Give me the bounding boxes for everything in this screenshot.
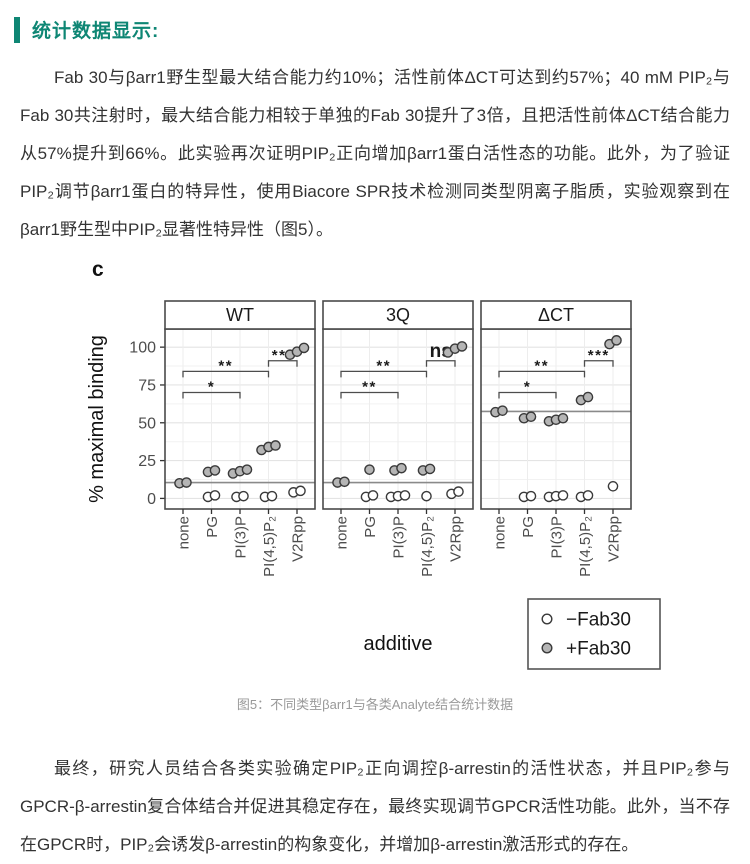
y-tick-label: 0 (147, 491, 156, 508)
data-point-minus_fab30 (399, 490, 411, 501)
intro-paragraph: Fab 30与βarr1野生型最大结合能力约10%；活性前体ΔCT可达到约57%… (20, 68, 730, 239)
data-point-minus_fab30 (453, 486, 464, 497)
data-point-minus_fab30 (238, 490, 249, 502)
significance-bracket (182, 391, 241, 399)
data-point-minus_fab30 (421, 490, 432, 502)
data-point-plus_fab30 (396, 462, 407, 474)
y-axis-label: % maximal binding (86, 335, 108, 503)
data-point-minus_fab30 (525, 490, 537, 502)
accent-bar (14, 16, 20, 43)
data-point-plus_fab30 (364, 464, 375, 475)
significance-label: ** (534, 357, 549, 374)
data-point-plus_fab30 (339, 476, 350, 488)
x-tick-label: V2Rpp (606, 516, 623, 562)
significance-bracket (182, 370, 270, 378)
data-point-minus_fab30 (295, 485, 306, 497)
x-tick-label: V2Rpp (290, 516, 307, 562)
significance-bracket (340, 391, 399, 399)
figure-sublabel-c: c (92, 258, 104, 281)
significance-label: ** (376, 357, 391, 374)
x-tick-label: PI(4,5)P₂ (419, 516, 436, 577)
panel-title: 3Q (386, 305, 410, 325)
legend-box (527, 598, 661, 670)
x-tick-label: none (334, 516, 351, 549)
y-tick-label: 25 (138, 453, 156, 470)
legend-marker-minus_fab30 (541, 613, 553, 625)
data-point-plus_fab30 (525, 411, 537, 423)
x-axis-label: additive (364, 633, 433, 655)
data-point-minus_fab30 (607, 481, 619, 492)
data-point-plus_fab30 (497, 405, 508, 416)
panel-header (164, 300, 316, 330)
data-point-plus_fab30 (557, 412, 569, 424)
data-point-minus_fab30 (209, 490, 221, 501)
legend: −Fab30 +Fab30 (527, 598, 661, 670)
x-tick-label: PI(4,5)P₂ (261, 516, 278, 577)
legend-marker-plus_fab30 (541, 642, 553, 654)
section-header: 统计数据显示: (0, 0, 750, 43)
significance-bracket (340, 370, 428, 378)
x-tick-label: PI(4,5)P₂ (577, 516, 594, 577)
chart-root: c% maximal binding 0255075100******WTnone… (86, 258, 661, 670)
data-point-plus_fab30 (298, 342, 310, 354)
x-tick-label: PI(3)P (391, 516, 408, 559)
x-tick-label: PG (520, 516, 537, 538)
x-tick-label: PG (204, 516, 221, 538)
data-point-plus_fab30 (181, 477, 192, 488)
conclusion-paragraph: 最终，研究人员结合各类实验确定PIP₂正向调控β-arrestin的活性状态，并… (20, 759, 730, 854)
significance-bracket (498, 370, 586, 378)
panel-header (322, 300, 474, 330)
y-tick-label: 50 (138, 415, 156, 432)
panel-title: WT (226, 305, 254, 325)
x-tick-label: PG (362, 516, 379, 538)
significance-label: ** (218, 357, 233, 374)
significance-label: * (208, 379, 215, 396)
panel-header (480, 300, 632, 330)
legend-label-minus_fab30: −Fab30 (566, 610, 631, 631)
data-point-plus_fab30 (270, 440, 281, 451)
legend-label-plus_fab30: +Fab30 (566, 639, 631, 660)
x-tick-label: PI(3)P (549, 516, 566, 559)
significance-bracket (267, 360, 298, 367)
data-point-minus_fab30 (266, 490, 278, 502)
data-point-plus_fab30 (424, 463, 436, 475)
y-tick-label: 75 (138, 377, 156, 394)
data-point-plus_fab30 (209, 465, 221, 476)
data-point-plus_fab30 (611, 335, 622, 346)
figure5: c% maximal binding 0 25 50 75 100 * ** *** WT none… (0, 249, 750, 714)
data-point-plus_fab30 (241, 464, 253, 475)
figure5-chart: c% maximal binding 0255075100******WTnone… (86, 258, 661, 670)
data-point-minus_fab30 (557, 490, 569, 501)
significance-label: * (524, 379, 531, 396)
significance-label: ** (362, 379, 377, 396)
x-tick-label: V2Rpp (448, 516, 465, 562)
data-point-minus_fab30 (367, 490, 379, 501)
significance-label: *** (588, 347, 610, 364)
y-tick-label: 100 (129, 340, 156, 357)
significance-bracket (425, 360, 456, 367)
significance-bracket (583, 360, 614, 367)
data-point-minus_fab30 (582, 490, 594, 501)
figure5-caption: 图5：不同类型βarr1与各类Analyte结合统计数据 (236, 697, 514, 712)
x-tick-label: none (176, 516, 193, 549)
x-tick-label: PI(3)P (233, 516, 250, 559)
data-point-plus_fab30 (582, 391, 594, 403)
significance-bracket (498, 391, 557, 399)
x-tick-label: none (492, 516, 509, 549)
data-point-plus_fab30 (456, 341, 468, 352)
section-title: 统计数据显示: (32, 21, 160, 42)
panel-title: ΔCT (538, 305, 574, 325)
